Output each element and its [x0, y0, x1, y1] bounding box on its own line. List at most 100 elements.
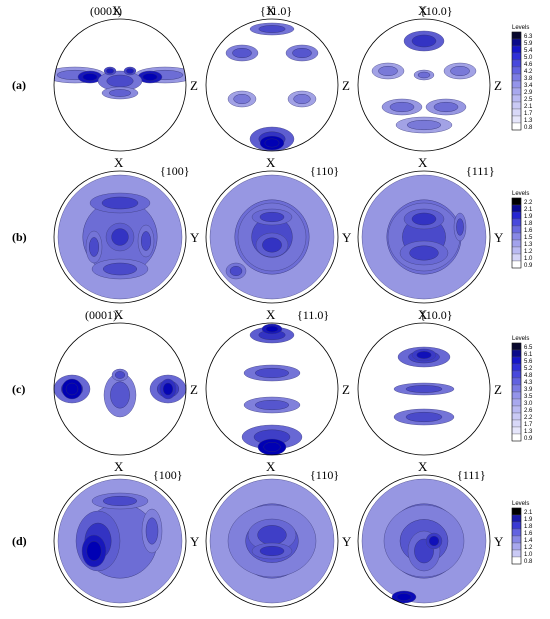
pole-label: {11.0} [260, 4, 292, 18]
legend-swatch [511, 246, 522, 255]
legend-swatch [511, 363, 522, 372]
axis-side-label: Z [342, 78, 350, 93]
pole-label: {10.0} [420, 308, 453, 322]
row-label: (d) [12, 534, 27, 548]
contour-region [433, 101, 459, 112]
axis-x-label: X [266, 459, 276, 474]
pole-figure-background [358, 19, 490, 151]
legend-swatch [511, 391, 522, 400]
legend-value: 1.8 [524, 221, 533, 227]
contour-region [409, 245, 439, 261]
pole-figure-outline [205, 474, 339, 608]
contour-region [259, 546, 285, 557]
legend-value: 1.3 [524, 118, 533, 124]
legend-swatch [511, 398, 522, 407]
contour-region [102, 262, 137, 276]
contour-region [429, 536, 440, 547]
legend-swatch [511, 232, 522, 241]
contour-region [233, 93, 251, 104]
axis-x-label: X [114, 155, 124, 170]
legend-value: 4.2 [524, 69, 533, 75]
contour-group [393, 346, 455, 426]
legend-value: 4.8 [524, 373, 533, 379]
contour-region [108, 89, 131, 97]
legend-value: 1.6 [524, 228, 533, 234]
contour-region [102, 496, 137, 507]
pole-figure: X Z {10.0} [357, 3, 502, 152]
pole-figure-outline [205, 322, 339, 456]
contour-group [54, 66, 186, 100]
axis-side-label: Y [190, 230, 200, 245]
legend-value: 2.2 [524, 200, 533, 206]
contour-region [111, 228, 129, 246]
pole-label: (0001) [90, 4, 122, 18]
legend-swatch [511, 253, 522, 262]
contour-group [241, 323, 303, 455]
legend-swatch [511, 59, 522, 68]
contour-region [232, 48, 252, 59]
legend: Levels6.35.95.45.04.64.23.83.42.92.52.11… [511, 25, 533, 131]
legend-value: 1.4 [524, 538, 533, 544]
legend-value: 1.3 [524, 429, 533, 435]
pole-figure-outline [357, 170, 491, 304]
axis-side-label: Y [494, 230, 504, 245]
legend-value: 6.3 [524, 34, 533, 40]
legend-swatch [511, 521, 522, 530]
legend-frame [511, 31, 522, 131]
legend-swatch [511, 377, 522, 386]
contour-group [209, 174, 335, 300]
legend-swatch [511, 384, 522, 393]
legend-value: 1.7 [524, 422, 533, 428]
legend-value: 1.0 [524, 256, 533, 262]
pole-label: {100} [153, 468, 183, 482]
legend-swatch [511, 556, 522, 565]
legend-swatch [511, 73, 522, 82]
axis-side-label: Y [190, 534, 200, 549]
pole-figure: X Y {100} [53, 459, 200, 608]
contour-region [82, 73, 98, 81]
contour-region [378, 65, 398, 76]
contour-group [371, 30, 477, 134]
pole-figure: X Z {11.0} [205, 3, 350, 152]
pole-figure-outline [357, 474, 491, 608]
legend-value: 0.8 [524, 559, 533, 565]
axis-side-label: Y [342, 534, 352, 549]
contour-region [140, 231, 151, 251]
legend-title: Levels [512, 336, 529, 342]
pole-figure: X Y {111} [357, 459, 504, 608]
row: (d) X Y {100} X Y {110} X Y {111} [12, 459, 504, 608]
legend-value: 2.2 [524, 415, 533, 421]
pole-figure-background [206, 323, 338, 455]
contour-group [209, 478, 335, 604]
legend-swatch [511, 342, 522, 351]
pole-figure-outline [357, 322, 491, 456]
legend-title: Levels [512, 501, 529, 507]
legend-value: 0.9 [524, 263, 533, 269]
pole-figure-outline [53, 322, 187, 456]
legend-frame [511, 197, 522, 269]
legend-value: 1.2 [524, 545, 533, 551]
legend-value: 2.1 [524, 104, 533, 110]
contour-region [396, 593, 412, 601]
pole-figure-outline [53, 170, 187, 304]
contour-region [258, 25, 286, 33]
axis-x-label: X [266, 307, 276, 322]
pole-figure-outline [357, 18, 491, 152]
legend-value: 3.5 [524, 394, 533, 400]
axis-side-label: Z [494, 78, 502, 93]
legend-swatch [511, 197, 522, 206]
contour-region [101, 196, 139, 210]
legend-value: 1.8 [524, 524, 533, 530]
legend-swatch [511, 45, 522, 54]
contour-region [389, 101, 415, 112]
contour-region [145, 517, 159, 545]
contour-region [106, 68, 114, 74]
legend-frame [511, 507, 522, 565]
contour-region [450, 65, 470, 76]
legend-value: 1.9 [524, 214, 533, 220]
legend-value: 1.0 [524, 552, 533, 558]
legend-swatch [511, 101, 522, 110]
row: (b) X Y {100} X Y {110} X Y {111} [12, 155, 504, 304]
contour-region [405, 412, 443, 423]
legend-swatch [511, 412, 522, 421]
